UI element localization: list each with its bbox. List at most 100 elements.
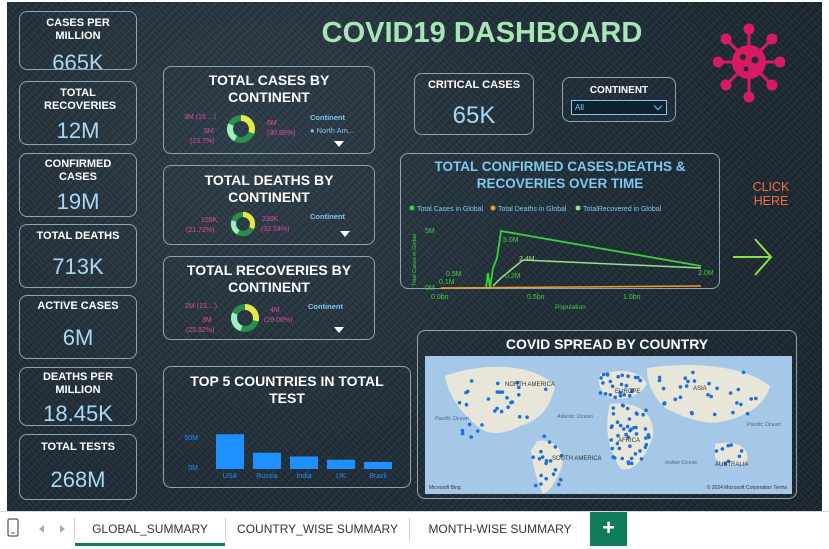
map-marker[interactable] [480, 423, 484, 427]
map-marker[interactable] [692, 379, 697, 383]
map-marker[interactable] [726, 459, 731, 464]
map-marker[interactable] [620, 456, 624, 461]
map-marker[interactable] [548, 459, 553, 463]
map-marker[interactable] [741, 370, 746, 375]
map-marker[interactable] [691, 370, 695, 375]
map-marker[interactable] [715, 386, 719, 391]
map-marker[interactable] [533, 483, 538, 488]
map-marker[interactable] [460, 431, 465, 436]
map-marker[interactable] [599, 376, 603, 380]
kpi-total-tests[interactable]: TOTAL TESTS 268M [19, 434, 137, 500]
map-marker[interactable] [661, 386, 666, 391]
map-marker[interactable] [605, 372, 610, 376]
map-marker[interactable] [638, 449, 642, 453]
map-marker[interactable] [634, 432, 639, 436]
mobile-layout-icon[interactable] [6, 518, 20, 538]
map-marker[interactable] [609, 438, 613, 442]
map-marker[interactable] [464, 402, 469, 407]
chevron-down-icon[interactable] [340, 231, 350, 237]
map-marker[interactable] [615, 420, 620, 424]
map-marker[interactable] [499, 409, 504, 414]
map-marker[interactable] [517, 393, 521, 397]
map-marker[interactable] [633, 452, 638, 456]
map-marker[interactable] [539, 473, 543, 478]
map-marker[interactable] [714, 449, 719, 453]
map-marker[interactable] [544, 459, 549, 463]
map-marker[interactable] [684, 384, 689, 388]
map-marker[interactable] [500, 390, 505, 394]
continent-slicer[interactable]: CONTINENT All [562, 77, 676, 122]
map-marker[interactable] [618, 394, 623, 398]
legend-item[interactable]: ● North Am... [310, 126, 355, 135]
map-marker[interactable] [610, 446, 615, 451]
map-marker[interactable] [510, 400, 515, 404]
map-marker[interactable] [466, 389, 470, 394]
map-marker[interactable] [611, 412, 616, 416]
map-marker[interactable] [547, 440, 552, 444]
map-marker[interactable] [559, 453, 564, 458]
map-marker[interactable] [728, 391, 733, 395]
map-marker[interactable] [617, 446, 622, 451]
chevron-down-icon[interactable] [334, 141, 344, 147]
map-marker[interactable] [707, 381, 711, 386]
total-recoveries-by-continent[interactable]: TOTAL RECOVERIES BY CONTINENT 2M (13....… [163, 256, 375, 340]
map-marker[interactable] [657, 375, 662, 380]
kpi-critical-cases[interactable]: CRITICAL CASES 65K [414, 73, 534, 135]
map-marker[interactable] [729, 443, 733, 447]
map-marker[interactable] [745, 411, 750, 416]
kpi-deaths-per-million[interactable]: DEATHS PER MILLION 18.45K [19, 367, 137, 426]
map-marker[interactable] [639, 457, 644, 461]
map-marker[interactable] [505, 396, 509, 400]
map-marker[interactable] [469, 379, 474, 383]
map-marker[interactable] [615, 441, 620, 446]
map-marker[interactable] [657, 378, 662, 383]
kpi-confirmed-cases[interactable]: CONFIRMED CASES 19M [19, 153, 137, 217]
map-marker[interactable] [638, 378, 643, 383]
map-marker[interactable] [620, 373, 624, 378]
map-marker[interactable] [608, 379, 613, 384]
map-marker[interactable] [601, 381, 605, 385]
map-marker[interactable] [469, 435, 473, 439]
map-marker[interactable] [493, 409, 497, 413]
chevron-left-icon[interactable] [38, 524, 46, 534]
map-marker[interactable] [683, 376, 688, 380]
map-marker[interactable] [709, 394, 713, 399]
map-marker[interactable] [559, 477, 563, 482]
top-5-countries-chart[interactable]: TOP 5 COUNTRIES IN TOTAL TEST 50M 0M USA… [163, 366, 411, 488]
map-marker[interactable] [644, 408, 648, 413]
map-marker[interactable] [626, 435, 630, 439]
map-marker[interactable] [551, 472, 556, 476]
map-marker[interactable] [517, 415, 522, 419]
bar-russia[interactable] [253, 452, 281, 469]
map-marker[interactable] [557, 482, 561, 487]
map-marker[interactable] [622, 427, 626, 431]
map-marker[interactable] [540, 455, 545, 459]
map-marker[interactable] [643, 445, 648, 450]
map-marker[interactable] [517, 385, 521, 390]
map-marker[interactable] [726, 443, 730, 448]
map-marker[interactable] [544, 387, 548, 392]
map-marker[interactable] [506, 405, 510, 409]
map-marker[interactable] [525, 415, 529, 419]
map-marker[interactable] [496, 381, 500, 386]
map-marker[interactable] [706, 392, 710, 397]
bar-brazil[interactable] [364, 461, 392, 469]
map-marker[interactable] [628, 428, 632, 433]
map-marker[interactable] [626, 461, 631, 466]
kpi-total-recoveries[interactable]: TOTAL RECOVERIES 12M [19, 81, 137, 145]
bar-india[interactable] [290, 456, 318, 469]
map-marker[interactable] [544, 476, 548, 481]
map-marker[interactable] [616, 374, 620, 379]
map-marker[interactable] [736, 387, 741, 392]
map-marker[interactable] [720, 447, 725, 451]
map-marker[interactable] [553, 445, 558, 449]
map-marker[interactable] [611, 406, 616, 410]
map-marker[interactable] [723, 461, 728, 466]
tab-global-summary[interactable]: GLOBAL_SUMMARY [75, 512, 225, 546]
bar-usa[interactable] [216, 434, 244, 469]
map-marker[interactable] [739, 449, 744, 453]
map-marker[interactable] [635, 412, 639, 416]
map-marker[interactable] [662, 401, 667, 405]
map-marker[interactable] [609, 425, 614, 430]
map-marker[interactable] [633, 375, 638, 380]
